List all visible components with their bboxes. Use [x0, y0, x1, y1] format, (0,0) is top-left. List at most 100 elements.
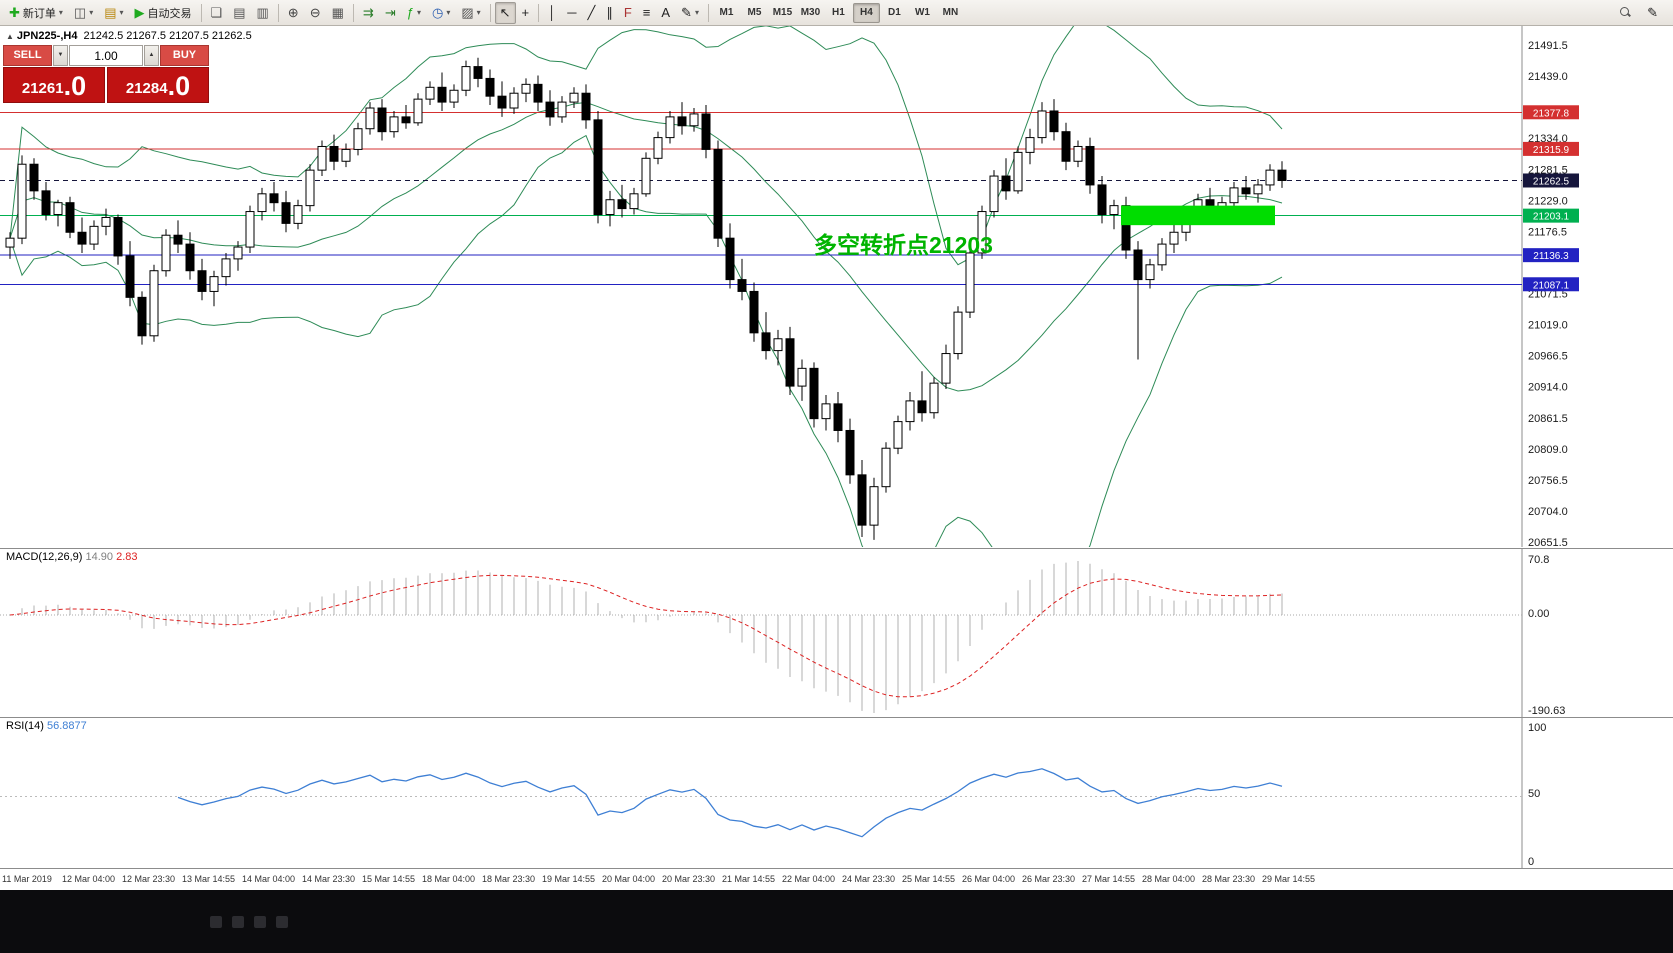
rsi-header: RSI(14) 56.8877: [6, 720, 87, 732]
timeframe-w1-button[interactable]: W1: [909, 3, 936, 23]
taskbar-icon[interactable]: [276, 915, 288, 928]
svg-text:21176.5: 21176.5: [1528, 226, 1567, 238]
chevron-down-icon: ▾: [119, 8, 124, 17]
cursor-button[interactable]: ↖: [494, 1, 516, 24]
edit-button[interactable]: ✎: [1642, 2, 1663, 24]
templates-button[interactable]: ▨ ▾: [456, 2, 485, 24]
trade-panel-price-row: 21261.0 21284.0: [3, 67, 209, 103]
time-axis-label: 12 Mar 04:00: [62, 874, 116, 884]
svg-text:21203.1: 21203.1: [1533, 212, 1570, 223]
macd-axis-max: 70.8: [1528, 554, 1550, 566]
taskbar: [0, 890, 1673, 953]
time-axis-label: 20 Mar 23:30: [662, 874, 716, 884]
profiles-button[interactable]: ▤ ▾: [99, 2, 128, 24]
timeframe-mn-button[interactable]: MN: [937, 3, 964, 23]
new-order-button-label: 新订单: [22, 7, 56, 20]
templates-icon: ▨: [461, 5, 474, 20]
sell-price-box[interactable]: 21261.0: [3, 67, 105, 103]
tile-windows-vertical-button[interactable]: ▥: [252, 2, 274, 24]
grid-button[interactable]: ▦: [327, 2, 349, 24]
indicators-icon: ƒ: [406, 5, 414, 20]
timeframe-m1-button[interactable]: M1: [713, 3, 740, 23]
auto-trading-button[interactable]: ▶ 自动交易: [130, 2, 197, 24]
macd-svg[interactable]: [0, 549, 1673, 718]
timeframe-d1-button[interactable]: D1: [881, 3, 908, 23]
price-scale[interactable]: 21491.521439.021334.021281.521229.021176…: [1528, 40, 1568, 547]
vertical-line-icon: │: [548, 5, 557, 20]
crosshair-button[interactable]: +: [517, 2, 535, 24]
main-chart-svg[interactable]: 21491.521439.021334.021281.521229.021176…: [0, 26, 1673, 547]
buy-price-big: .0: [167, 71, 191, 101]
text-button[interactable]: A: [656, 2, 675, 24]
time-axis-label: 12 Mar 23:30: [122, 874, 176, 884]
zoom-in-button[interactable]: ⊕: [283, 2, 304, 24]
time-axis-label: 29 Mar 14:55: [1262, 874, 1316, 884]
auto-scroll-button[interactable]: ⇉: [358, 2, 379, 24]
new-chart-button[interactable]: ◫ ▾: [69, 2, 98, 24]
auto-trading-icon: ▶: [134, 5, 145, 20]
cascade-windows-button[interactable]: ❏: [206, 2, 228, 24]
time-axis[interactable]: 11 Mar 2019 12 Mar 04:00 12 Mar 23:30 13 Ma…: [0, 868, 1673, 890]
svg-text:21315.9: 21315.9: [1533, 145, 1570, 156]
auto-scroll-icon: ⇉: [362, 5, 374, 20]
time-axis-label: 28 Mar 23:30: [1202, 874, 1256, 884]
rsi-panel: [0, 717, 1673, 869]
zoom-out-button[interactable]: ⊖: [305, 2, 326, 24]
periods-button[interactable]: ◷ ▾: [427, 2, 455, 24]
collapse-panel-icon[interactable]: ▲: [6, 32, 14, 41]
tile-windows-horizontal-button[interactable]: ▤: [228, 2, 250, 24]
sell-button[interactable]: SELL: [3, 45, 52, 66]
horizontal-line-button[interactable]: ─: [562, 2, 581, 24]
toolbar-separator: [277, 3, 279, 22]
svg-text:21071.5: 21071.5: [1528, 289, 1568, 301]
svg-text:21087.1: 21087.1: [1533, 280, 1570, 291]
taskbar-icon[interactable]: [210, 915, 222, 928]
timeframe-h4-button[interactable]: H4: [852, 2, 880, 23]
time-axis-label: 18 Mar 04:00: [422, 874, 476, 884]
timeframe-h1-button[interactable]: H1: [825, 3, 852, 23]
toolbar-separator: [707, 3, 709, 22]
bollinger-bands[interactable]: [9, 26, 1283, 547]
pencil-icon: ✎: [1647, 5, 1658, 20]
search-icon: [1620, 7, 1631, 18]
shapes-button[interactable]: ≡: [638, 2, 656, 24]
volume-up-button[interactable]: ▲: [144, 45, 159, 66]
new-order-icon: ✚: [9, 5, 20, 20]
time-axis-label: 15 Mar 14:55: [362, 874, 416, 884]
taskbar-icon[interactable]: [254, 915, 266, 928]
volume-down-button[interactable]: ▼: [53, 45, 68, 66]
timeframe-m15-button[interactable]: M15: [769, 3, 796, 23]
channel-button[interactable]: ∥: [601, 2, 618, 24]
chart-annotation-text[interactable]: 多空转折点21203: [814, 232, 993, 259]
volume-input[interactable]: [69, 45, 143, 66]
highlight-rect[interactable]: [1121, 205, 1275, 226]
arrow-tools-button[interactable]: ✎ ▾: [676, 2, 704, 24]
timeframe-m5-button[interactable]: M5: [741, 3, 768, 23]
shapes-icon: ≡: [642, 5, 651, 20]
trendline-button[interactable]: ╱: [582, 2, 600, 24]
timeframe-m30-button[interactable]: M30: [797, 3, 824, 23]
vertical-line-button[interactable]: │: [543, 2, 561, 24]
time-axis-label: 20 Mar 04:00: [602, 874, 656, 884]
time-axis-label: 22 Mar 04:00: [782, 874, 836, 884]
new-order-button[interactable]: ✚ 新订单 ▾: [4, 2, 68, 24]
buy-button[interactable]: BUY: [160, 45, 209, 66]
chart-shift-button[interactable]: ⇥: [380, 2, 401, 24]
profiles-icon: ▤: [104, 5, 117, 20]
time-axis-label: 28 Mar 04:00: [1142, 874, 1196, 884]
indicators-button[interactable]: ƒ ▾: [402, 2, 426, 24]
macd-value-main: 14.90: [85, 551, 114, 563]
time-axis-label: 27 Mar 14:55: [1082, 874, 1136, 884]
svg-text:20861.5: 20861.5: [1528, 413, 1568, 425]
rsi-svg[interactable]: [0, 718, 1673, 869]
candles-layer[interactable]: [5, 57, 1287, 540]
fibonacci-button[interactable]: F: [619, 2, 637, 24]
svg-text:21019.0: 21019.0: [1528, 320, 1568, 332]
taskbar-icon[interactable]: [232, 915, 244, 928]
sell-price-base: 21261: [21, 79, 64, 97]
buy-price-box[interactable]: 21284.0: [107, 67, 209, 103]
search-button[interactable]: [1615, 2, 1636, 24]
macd-label: MACD(12,26,9): [6, 551, 83, 563]
time-axis-label: 25 Mar 14:55: [902, 874, 956, 884]
svg-text:21262.5: 21262.5: [1533, 176, 1570, 187]
